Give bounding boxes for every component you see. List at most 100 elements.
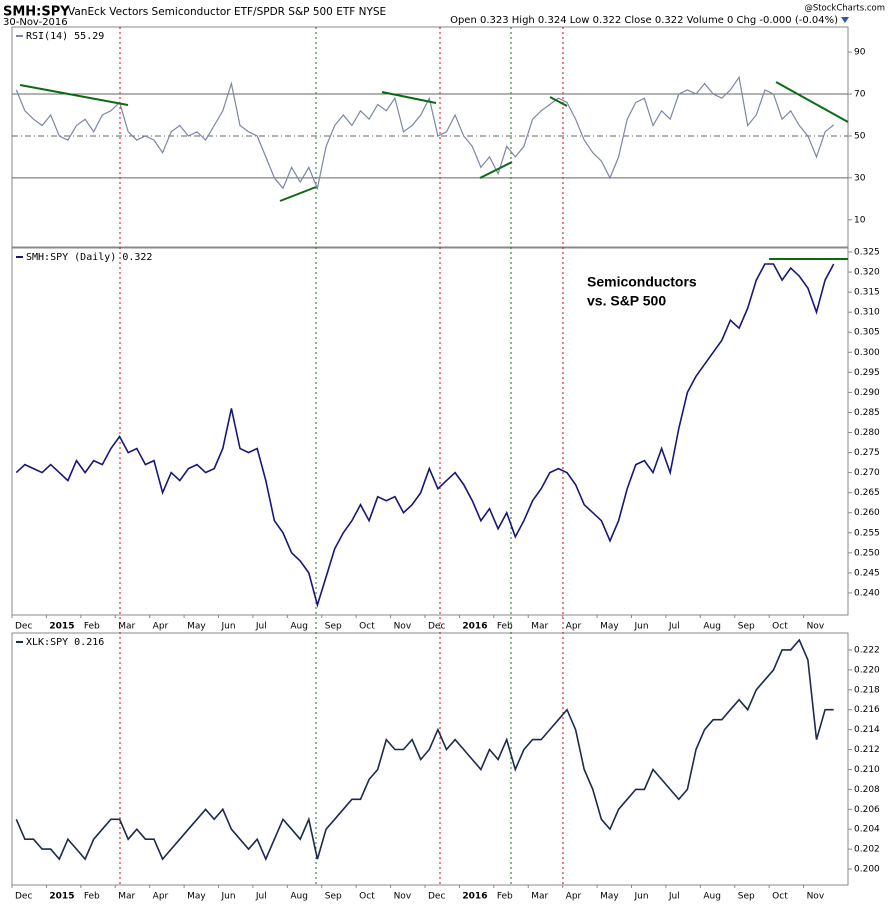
x-tick-label: Jul: [668, 892, 680, 902]
x-tick-label: Jul: [255, 892, 267, 902]
y-tick-label: 0.220: [854, 665, 880, 675]
x-tick-label: Sep: [738, 892, 755, 902]
price-line: [15, 263, 835, 608]
x-tick-label: 2015: [49, 622, 74, 632]
x-tick-label: Dec: [428, 892, 445, 902]
y-tick-label: 0.208: [854, 785, 880, 795]
y-tick-label: 0.216: [854, 705, 880, 715]
panel-frame: [11, 26, 849, 248]
x-tick-label: Apr: [153, 622, 169, 632]
x-tick-label: Aug: [703, 892, 721, 902]
y-tick-label: 0.204: [854, 825, 880, 835]
x-tick-label: Oct: [359, 622, 375, 632]
x-tick-label: Sep: [738, 622, 755, 632]
x-tick-label: Nov: [394, 892, 412, 902]
x-tick-label: Oct: [772, 892, 788, 902]
x-tick-label: Nov: [807, 622, 825, 632]
x-tick-label: Apr: [566, 892, 582, 902]
y-tick-label: 90: [854, 48, 866, 58]
trend-line: [479, 161, 513, 179]
trend-line: [19, 84, 129, 106]
y-tick-label: 10: [854, 215, 866, 225]
x-tick-label: Sep: [325, 892, 342, 902]
x-tick-label: Apr: [566, 622, 582, 632]
x-tick-label: Feb: [84, 622, 100, 632]
x-tick-label: Apr: [153, 892, 169, 902]
x-tick-label: May: [600, 892, 619, 902]
x-tick-label: Sep: [325, 622, 342, 632]
price-line: [15, 75, 835, 191]
x-tick-label: Jul: [668, 622, 680, 632]
y-tick-label: 0.202: [854, 845, 880, 855]
y-tick-label: 0.290: [854, 388, 880, 398]
x-tick-label: 2016: [462, 622, 487, 632]
x-tick-label: May: [187, 892, 206, 902]
y-tick-label: 0.260: [854, 508, 880, 518]
y-tick-label: 0.285: [854, 408, 880, 418]
y-tick-label: 0.218: [854, 685, 880, 695]
x-tick-label: Mar: [531, 622, 548, 632]
trend-line: [381, 91, 437, 104]
y-tick-label: 0.300: [854, 348, 880, 358]
y-tick-label: 0.305: [854, 328, 880, 338]
x-tick-label: Nov: [807, 892, 825, 902]
x-tick-label: May: [187, 622, 206, 632]
panel-frame: [11, 247, 849, 616]
x-tick-label: Feb: [497, 622, 513, 632]
annotation: vs. S&P 500: [587, 293, 666, 309]
y-tick-label: 30: [854, 173, 866, 183]
y-tick-label: 0.270: [854, 468, 880, 478]
y-tick-label: 0.295: [854, 368, 880, 378]
trend-line: [279, 186, 317, 202]
y-tick-label: 0.275: [854, 448, 880, 458]
x-tick-label: Mar: [531, 892, 548, 902]
x-tick-label: Feb: [497, 892, 513, 902]
x-tick-label: Jun: [634, 622, 649, 632]
x-tick-label: Oct: [359, 892, 375, 902]
y-tick-label: 0.320: [854, 268, 880, 278]
x-tick-label: Aug: [290, 622, 308, 632]
x-tick-label: Feb: [84, 892, 100, 902]
date: 30-Nov-2016: [3, 17, 68, 28]
y-tick-label: 70: [854, 90, 866, 100]
y-tick-label: 0.222: [854, 645, 880, 655]
y-tick-label: 0.240: [854, 588, 880, 598]
x-tick-label: May: [600, 622, 619, 632]
y-tick-label: 0.206: [854, 805, 880, 815]
y-tick-label: 0.245: [854, 568, 880, 578]
y-tick-label: 0.315: [854, 288, 880, 298]
dropdown-arrow[interactable]: [841, 17, 849, 23]
legend-label: RSI(14) 55.29: [26, 31, 104, 42]
trend-line: [775, 81, 849, 123]
x-tick-label: Mar: [118, 892, 135, 902]
trend-line: [549, 96, 568, 107]
x-tick-label: Jun: [221, 622, 236, 632]
x-tick-label: Jun: [221, 892, 236, 902]
y-tick-label: 0.212: [854, 745, 880, 755]
description: VanEck Vectors Semiconductor ETF/SPDR S&…: [68, 6, 386, 18]
y-tick-label: 0.310: [854, 308, 880, 318]
y-tick-label: 0.250: [854, 548, 880, 558]
y-tick-label: 0.280: [854, 428, 880, 438]
y-tick-label: 0.210: [854, 765, 880, 775]
y-tick-label: 50: [854, 131, 866, 141]
x-tick-label: Jun: [634, 892, 649, 902]
symbol: SMH:SPY: [3, 5, 70, 20]
x-tick-label: Jul: [255, 622, 267, 632]
x-tick-label: Dec: [428, 622, 445, 632]
x-tick-label: 2016: [462, 892, 487, 902]
y-tick-label: 0.200: [854, 865, 880, 875]
y-tick-label: 0.214: [854, 725, 880, 735]
x-tick-label: Aug: [290, 892, 308, 902]
y-tick-label: 0.255: [854, 528, 880, 538]
price-line: [15, 638, 834, 862]
panel-frame: [11, 632, 849, 886]
annotation: Semiconductors: [587, 274, 697, 290]
quote: Open 0.323 High 0.324 Low 0.322 Close 0.…: [450, 15, 838, 26]
x-tick-label: Dec: [15, 892, 32, 902]
x-tick-label: 2015: [49, 892, 74, 902]
x-tick-label: Aug: [703, 622, 721, 632]
x-tick-label: Dec: [15, 622, 32, 632]
